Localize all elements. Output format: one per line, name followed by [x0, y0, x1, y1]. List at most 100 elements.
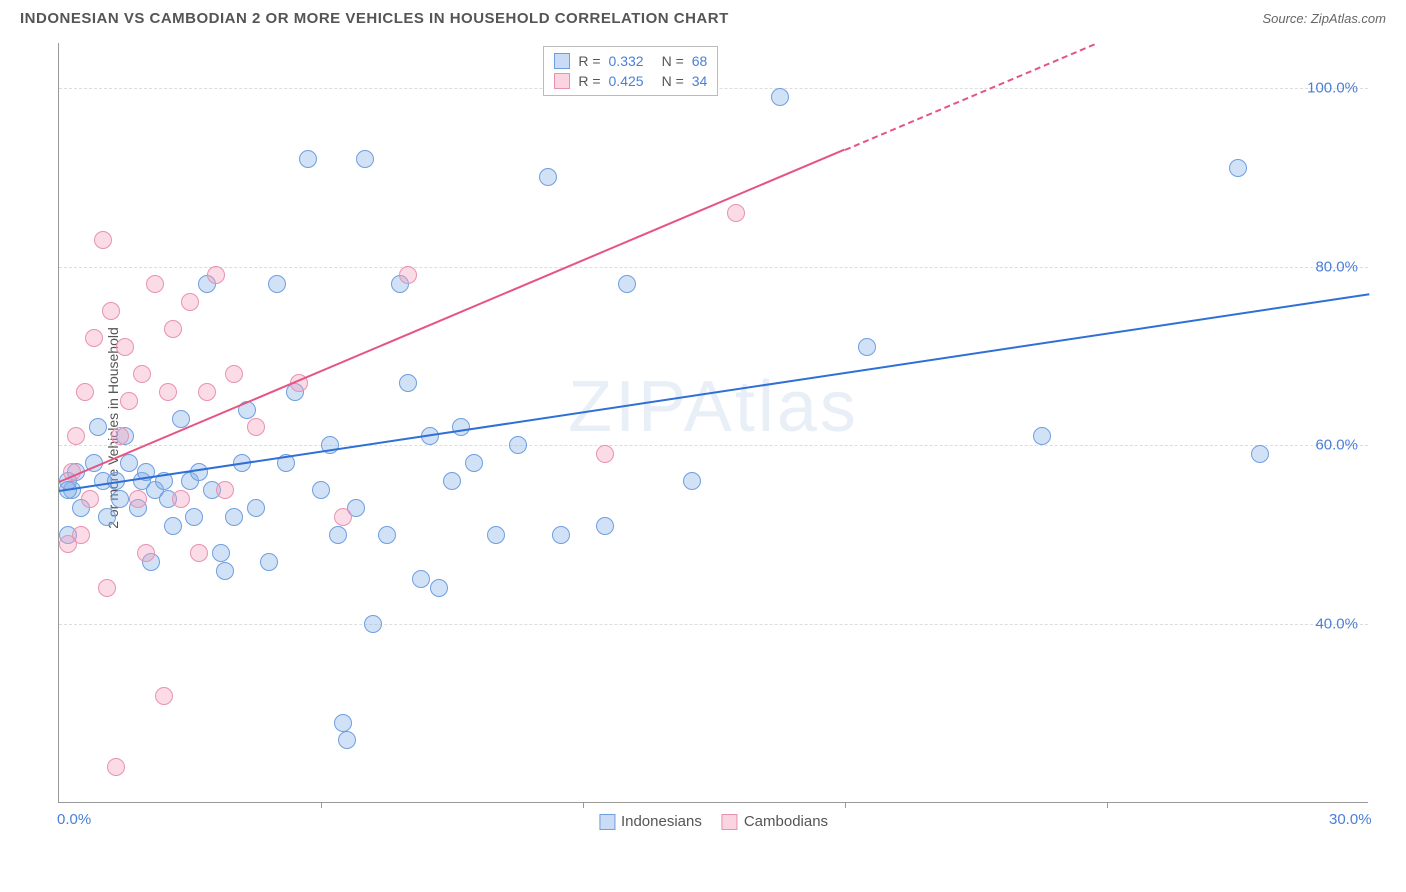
correlation-legend: R =0.332N =68R =0.425N =34	[543, 46, 718, 96]
x-tick-label: 0.0%	[57, 811, 91, 828]
legend-label: Indonesians	[621, 813, 702, 830]
data-point	[216, 481, 234, 499]
r-label: R =	[578, 73, 600, 89]
data-point	[364, 615, 382, 633]
data-point	[198, 383, 216, 401]
source-prefix: Source:	[1262, 11, 1310, 26]
data-point	[98, 579, 116, 597]
data-point	[216, 562, 234, 580]
data-point	[552, 526, 570, 544]
data-point	[89, 418, 107, 436]
trend-line	[59, 293, 1369, 492]
data-point	[120, 454, 138, 472]
data-point	[430, 579, 448, 597]
data-point	[618, 275, 636, 293]
data-point	[771, 88, 789, 106]
data-point	[487, 526, 505, 544]
data-point	[190, 463, 208, 481]
data-point	[260, 553, 278, 571]
data-point	[399, 374, 417, 392]
data-point	[76, 383, 94, 401]
data-point	[116, 338, 134, 356]
data-point	[596, 517, 614, 535]
trend-line	[845, 43, 1095, 150]
data-point	[111, 427, 129, 445]
data-point	[137, 544, 155, 562]
gridline	[59, 267, 1368, 268]
data-point	[1229, 159, 1247, 177]
legend-swatch	[554, 53, 570, 69]
data-point	[539, 168, 557, 186]
data-point	[1033, 427, 1051, 445]
legend-item: Cambodians	[722, 813, 828, 830]
data-point	[452, 418, 470, 436]
data-point	[120, 392, 138, 410]
legend-swatch	[554, 73, 570, 89]
data-point	[172, 490, 190, 508]
y-tick-label: 80.0%	[1315, 258, 1358, 275]
y-tick-label: 100.0%	[1307, 79, 1358, 96]
n-label: N =	[662, 53, 684, 69]
data-point	[596, 445, 614, 463]
data-point	[133, 365, 151, 383]
data-point	[159, 383, 177, 401]
plot-area: ZIPAtlas 40.0%60.0%80.0%100.0%0.0%30.0%R…	[58, 43, 1368, 803]
chart-header: INDONESIAN VS CAMBODIAN 2 OR MORE VEHICL…	[0, 0, 1406, 33]
data-point	[312, 481, 330, 499]
chart-container: 2 or more Vehicles in Household ZIPAtlas…	[18, 33, 1388, 823]
legend-swatch	[722, 814, 738, 830]
data-point	[338, 731, 356, 749]
legend-row: R =0.425N =34	[554, 71, 707, 91]
x-tick	[321, 802, 322, 808]
data-point	[107, 758, 125, 776]
data-point	[412, 570, 430, 588]
data-point	[378, 526, 396, 544]
data-point	[72, 526, 90, 544]
legend-item: Indonesians	[599, 813, 702, 830]
data-point	[181, 293, 199, 311]
data-point	[85, 329, 103, 347]
x-tick	[583, 802, 584, 808]
n-label: N =	[662, 73, 684, 89]
x-tick	[845, 802, 846, 808]
data-point	[247, 499, 265, 517]
data-point	[443, 472, 461, 490]
data-point	[212, 544, 230, 562]
data-point	[225, 508, 243, 526]
legend-swatch	[599, 814, 615, 830]
data-point	[727, 204, 745, 222]
data-point	[164, 517, 182, 535]
data-point	[1251, 445, 1269, 463]
data-point	[207, 266, 225, 284]
data-point	[185, 508, 203, 526]
data-point	[94, 231, 112, 249]
n-value: 68	[692, 53, 708, 69]
data-point	[225, 365, 243, 383]
data-point	[299, 150, 317, 168]
gridline	[59, 445, 1368, 446]
legend-row: R = 0.332 N = 68	[554, 51, 707, 71]
data-point	[102, 302, 120, 320]
data-point	[509, 436, 527, 454]
data-point	[356, 150, 374, 168]
data-point	[111, 490, 129, 508]
data-point	[268, 275, 286, 293]
gridline	[59, 624, 1368, 625]
data-point	[67, 427, 85, 445]
x-tick-label: 30.0%	[1329, 811, 1372, 828]
source-attribution: Source: ZipAtlas.com	[1262, 11, 1386, 26]
x-tick	[1107, 802, 1108, 808]
n-value: 34	[692, 73, 708, 89]
legend-label: Cambodians	[744, 813, 828, 830]
r-value: 0.332	[609, 53, 644, 69]
y-tick-label: 60.0%	[1315, 437, 1358, 454]
data-point	[155, 687, 173, 705]
y-tick-label: 40.0%	[1315, 616, 1358, 633]
r-label: R =	[578, 53, 600, 69]
data-point	[164, 320, 182, 338]
data-point	[683, 472, 701, 490]
data-point	[329, 526, 347, 544]
data-point	[334, 714, 352, 732]
series-legend: Indonesians Cambodians	[599, 813, 828, 830]
data-point	[334, 508, 352, 526]
